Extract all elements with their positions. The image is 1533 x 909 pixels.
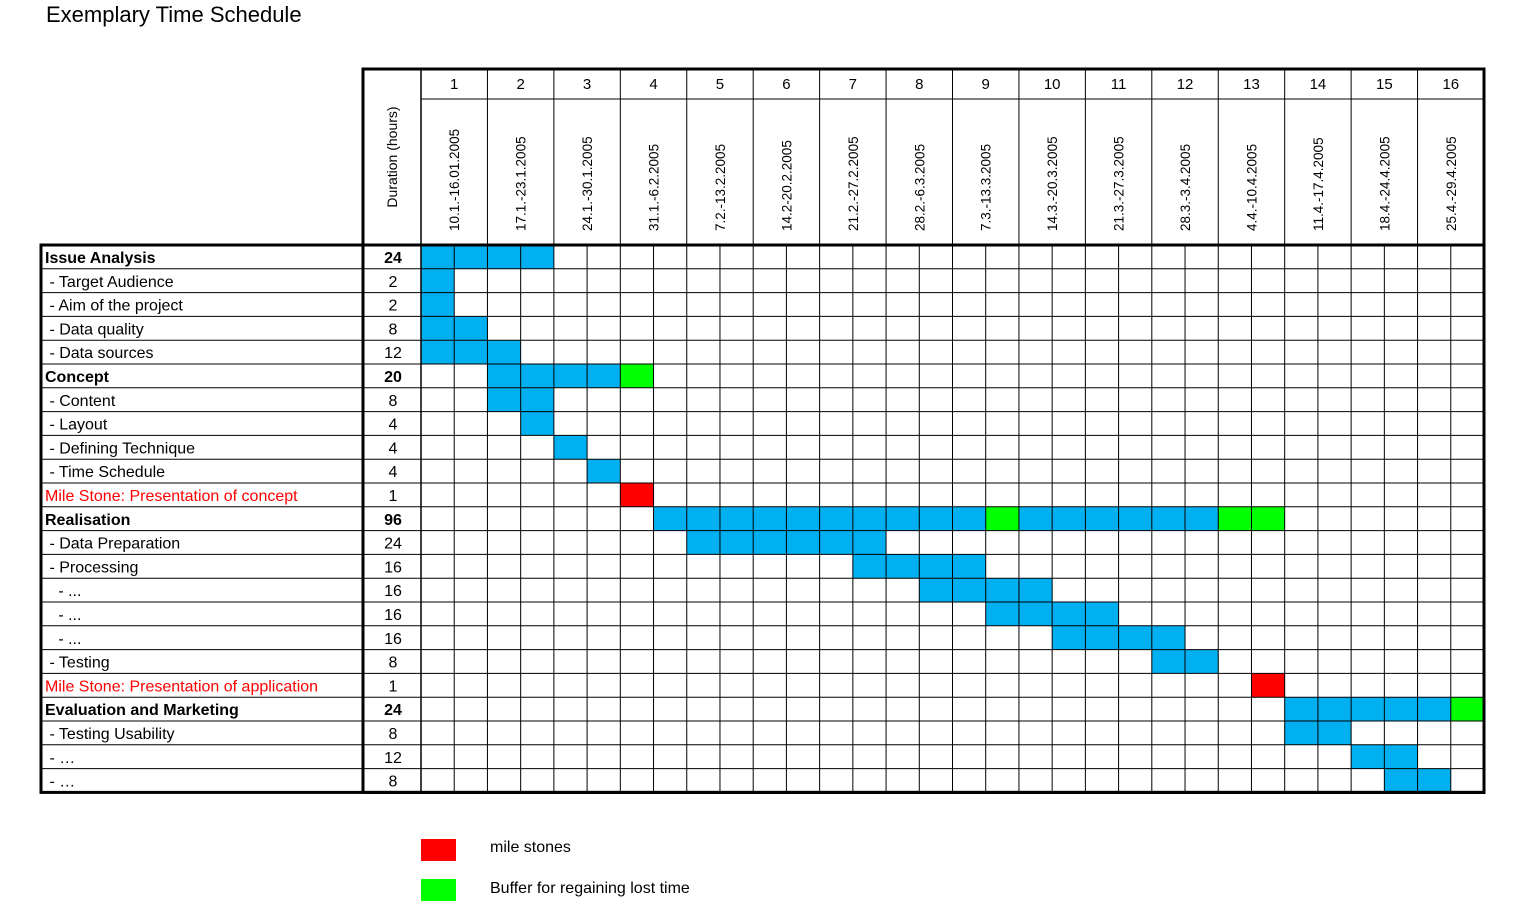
task-bar	[421, 340, 521, 364]
buffer-bar	[1450, 697, 1484, 721]
week-number: 6	[782, 76, 790, 93]
week-number: 8	[915, 76, 923, 93]
duration-value: 2	[389, 298, 398, 315]
week-date-range: 11.4.-17.4.2005	[1311, 137, 1326, 231]
milestone-bar	[620, 483, 654, 507]
legend-milestone-swatch	[421, 839, 456, 861]
week-number: 10	[1044, 76, 1061, 93]
week-date-range: 10.1.-16.01.2005	[447, 129, 462, 231]
duration-value: 2	[389, 274, 398, 291]
duration-value: 8	[389, 655, 398, 672]
duration-value: 8	[389, 321, 398, 338]
legend-milestone-label: mile stones	[490, 839, 571, 856]
task-label: - Testing Usability	[45, 726, 175, 743]
week-date-range: 28.3.-3.4.2005	[1178, 144, 1193, 231]
week-number: 3	[583, 76, 591, 93]
week-number: 4	[649, 76, 657, 93]
week-number: 2	[516, 76, 524, 93]
duration-value: 4	[389, 440, 398, 457]
legend-buffer-swatch	[421, 879, 456, 901]
task-label: - Aim of the project	[45, 298, 183, 315]
task-label: - Data Preparation	[45, 536, 180, 553]
duration-value: 8	[389, 774, 398, 791]
task-bar	[421, 268, 455, 293]
duration-header: Duration (hours)	[384, 106, 400, 207]
milestone-label: Mile Stone: Presentation of application	[45, 678, 318, 695]
week-number: 15	[1376, 76, 1393, 93]
duration-value: 4	[389, 417, 398, 434]
week-number: 14	[1310, 76, 1327, 93]
week-number: 13	[1243, 76, 1260, 93]
duration-value: 8	[389, 393, 398, 410]
week-date-range: 7.3.-13.3.2005	[979, 144, 994, 231]
week-date-range: 28.2.-6.3.2005	[912, 144, 927, 231]
task-bar	[553, 435, 588, 460]
week-date-range: 31.1.-6.2.2005	[647, 144, 662, 231]
duration-value: 24	[384, 702, 402, 719]
week-date-range: 24.1.-30.1.2005	[580, 136, 595, 231]
week-date-range: 21.2.-27.2.2005	[846, 136, 861, 231]
legend-buffer-label: Buffer for regaining lost time	[490, 880, 690, 897]
milestone-label: Mile Stone: Presentation of concept	[45, 488, 298, 505]
milestone-bar	[1251, 673, 1285, 698]
week-date-range: 17.1.-23.1.2005	[514, 136, 529, 231]
task-label: - Content	[45, 393, 116, 410]
task-label: - Testing	[45, 655, 110, 672]
task-bar	[520, 411, 554, 436]
duration-value: 12	[384, 750, 402, 767]
task-label: - Target Audience	[45, 274, 174, 291]
task-label: - Defining Technique	[45, 440, 195, 457]
week-date-range: 7.2.-13.2.2005	[713, 144, 728, 231]
week-number: 12	[1177, 76, 1194, 93]
week-date-range: 25.4.-29.4.2005	[1444, 136, 1459, 231]
task-label: - Data quality	[45, 321, 144, 338]
task-label: - …	[45, 774, 75, 791]
task-bar	[421, 292, 455, 317]
task-label: - ...	[45, 607, 81, 624]
page-title: Exemplary Time Schedule	[46, 2, 302, 27]
week-date-range: 18.4.-24.4.2005	[1377, 136, 1392, 231]
duration-value: 20	[384, 369, 402, 386]
phase-label: Evaluation and Marketing	[45, 702, 239, 719]
duration-value: 16	[384, 631, 402, 648]
task-label: - Layout	[45, 417, 108, 434]
week-number: 7	[849, 76, 857, 93]
week-date-range: 21.3.-27.3.2005	[1112, 136, 1127, 231]
task-label: - …	[45, 750, 75, 767]
duration-value: 24	[384, 536, 402, 553]
phase-label: Concept	[45, 369, 110, 386]
phase-label: Issue Analysis	[45, 250, 156, 267]
duration-value: 16	[384, 583, 402, 600]
buffer-bar	[985, 506, 1019, 531]
duration-value: 24	[384, 250, 402, 267]
duration-value: 16	[384, 559, 402, 576]
task-label: - Processing	[45, 559, 138, 576]
week-number: 9	[982, 76, 990, 93]
duration-value: 96	[384, 512, 402, 529]
week-date-range: 4.4.-10.4.2005	[1244, 144, 1259, 231]
phase-label: Realisation	[45, 512, 130, 529]
buffer-bar	[620, 364, 654, 388]
task-label: - Time Schedule	[45, 464, 165, 481]
duration-value: 16	[384, 607, 402, 624]
week-number: 16	[1442, 76, 1459, 93]
week-number: 11	[1111, 76, 1127, 93]
task-label: - ...	[45, 631, 81, 648]
task-label: - ...	[45, 583, 81, 600]
task-label: - Data sources	[45, 345, 153, 362]
week-date-range: 14.2-20.2.2005	[779, 140, 794, 231]
duration-value: 12	[384, 345, 402, 362]
task-bar	[587, 459, 621, 483]
week-number: 1	[450, 76, 458, 93]
week-date-range: 14.3.-20.3.2005	[1045, 136, 1060, 231]
duration-value: 4	[389, 464, 398, 481]
duration-value: 8	[389, 726, 398, 743]
week-number: 5	[716, 76, 724, 93]
duration-value: 1	[389, 678, 398, 695]
duration-value: 1	[389, 488, 398, 505]
task-bar	[1284, 697, 1451, 721]
